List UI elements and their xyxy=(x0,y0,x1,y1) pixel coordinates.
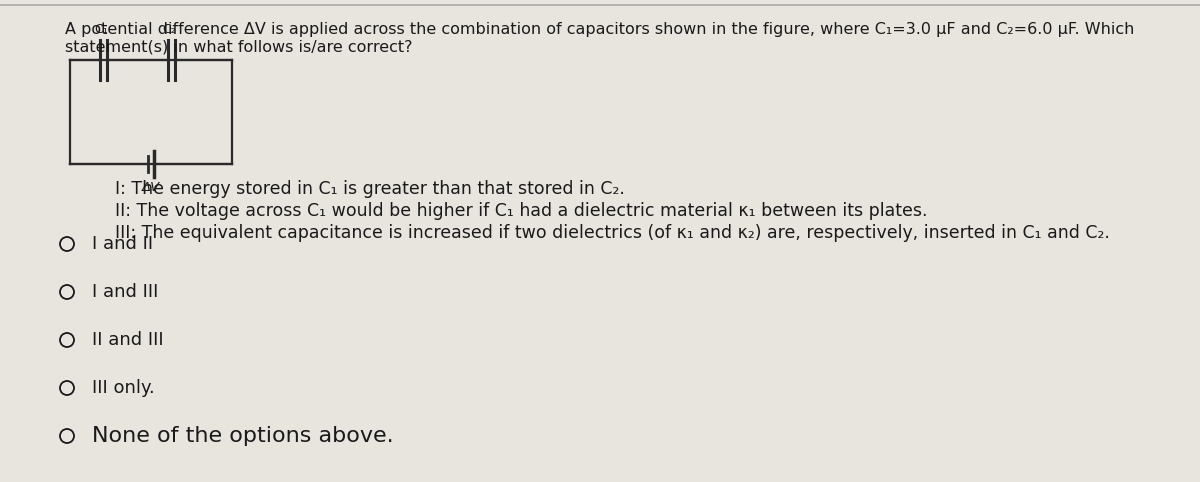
Text: statement(s) in what follows is/are correct?: statement(s) in what follows is/are corr… xyxy=(65,40,413,55)
Text: ΔV: ΔV xyxy=(142,181,160,194)
Text: II: The voltage across C₁ would be higher if C₁ had a dielectric material κ₁ bet: II: The voltage across C₁ would be highe… xyxy=(115,202,928,220)
Text: C₁: C₁ xyxy=(94,23,108,36)
Text: I: The energy stored in C₁ is greater than that stored in C₂.: I: The energy stored in C₁ is greater th… xyxy=(115,180,625,198)
Text: None of the options above.: None of the options above. xyxy=(92,426,394,446)
Text: A potential difference ΔV is applied across the combination of capacitors shown : A potential difference ΔV is applied acr… xyxy=(65,22,1134,37)
Text: I and II: I and II xyxy=(92,235,154,253)
Text: I and III: I and III xyxy=(92,283,158,301)
Text: III: The equivalent capacitance is increased if two dielectrics (of κ₁ and κ₂) a: III: The equivalent capacitance is incre… xyxy=(115,224,1110,242)
Text: C₂: C₂ xyxy=(162,23,176,36)
Text: II and III: II and III xyxy=(92,331,163,349)
Text: III only.: III only. xyxy=(92,379,155,397)
